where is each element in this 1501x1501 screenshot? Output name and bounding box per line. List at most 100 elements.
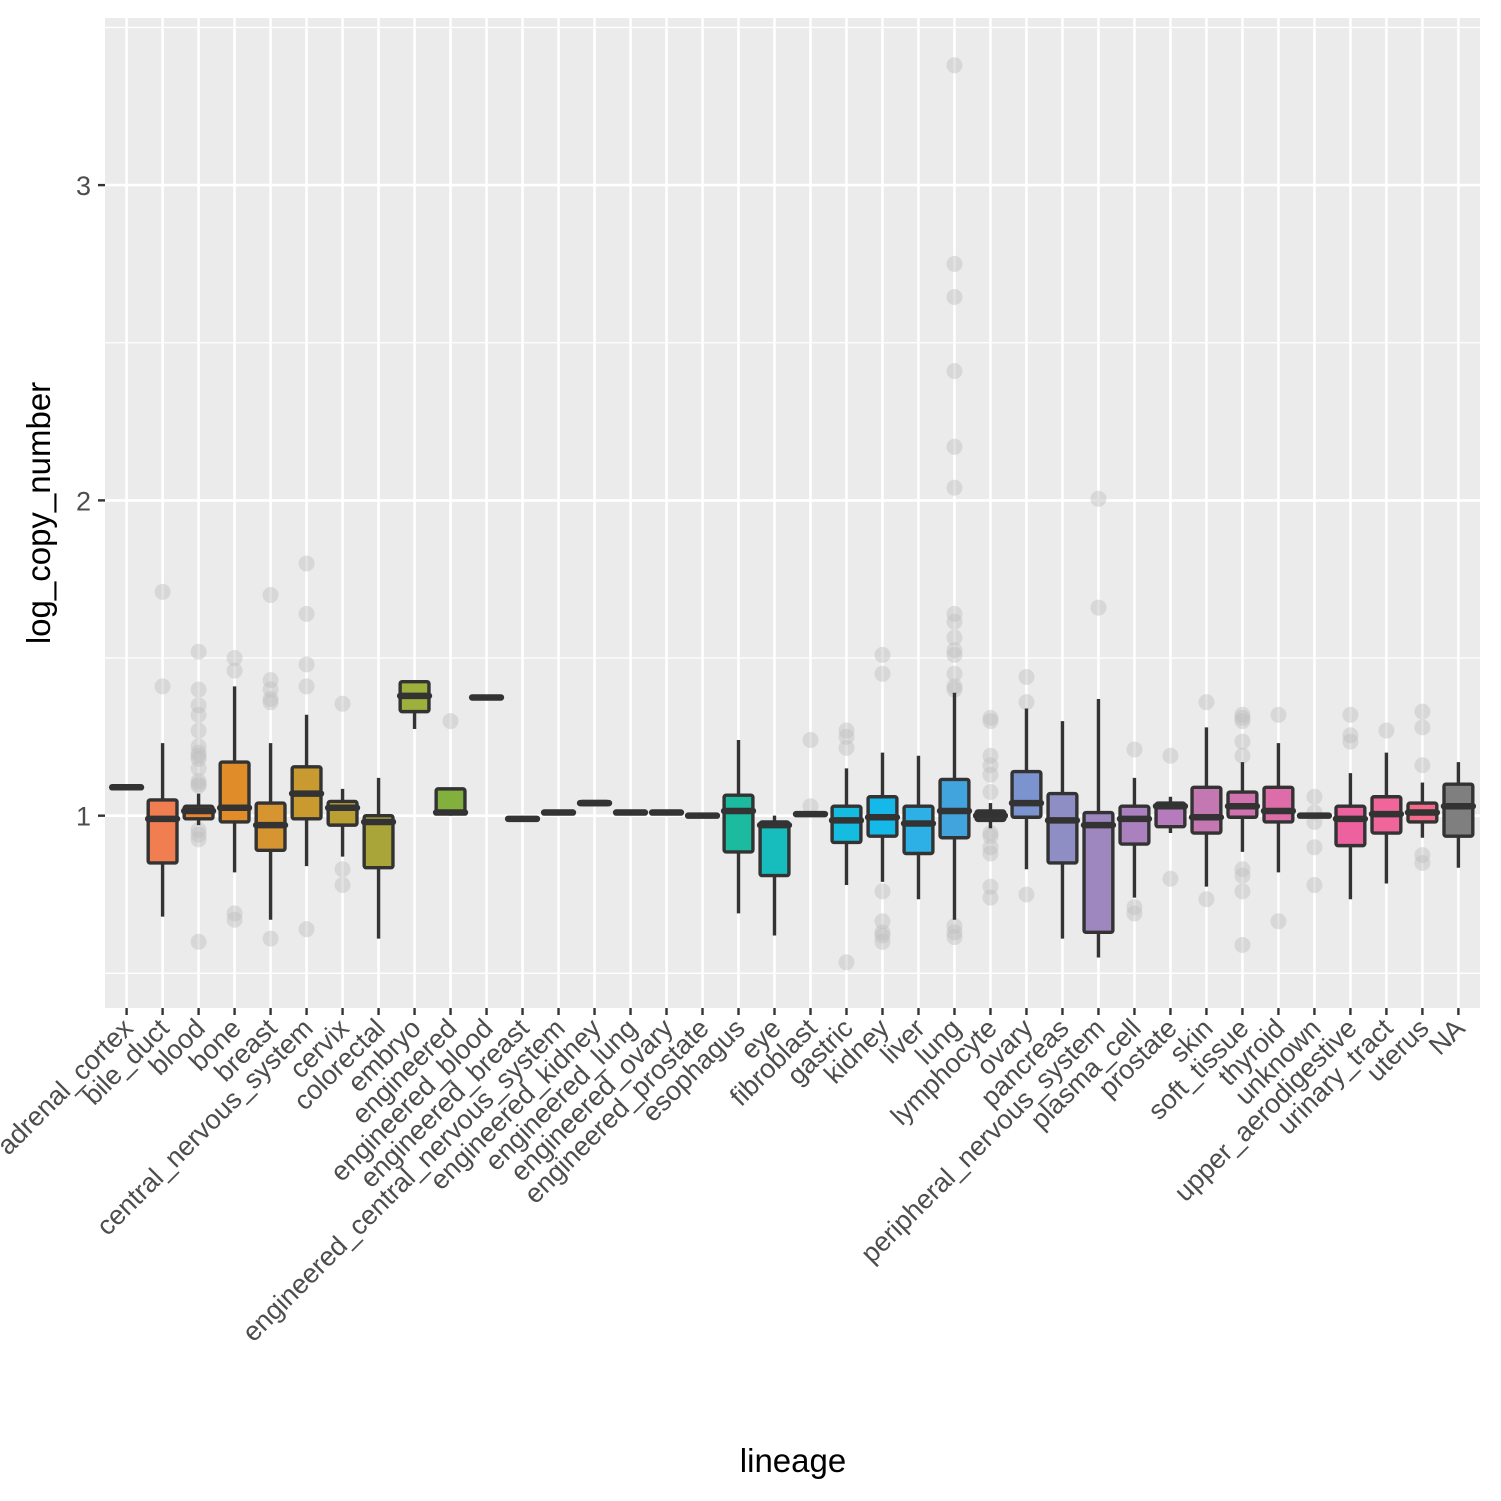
outlier-point [946,255,963,272]
box-iqr [1118,804,1151,846]
outlier-point [874,927,891,944]
outlier-point [982,889,999,906]
outlier-point [1306,788,1323,805]
outlier-point [298,555,315,572]
outlier-point [262,694,279,711]
y-axis-title: log_copy_number [20,382,57,644]
outlier-point [946,665,963,682]
outlier-point [874,646,891,663]
box-iqr [758,820,791,878]
box-iqr [362,813,395,870]
box-pancreas [1044,721,1081,939]
outlier-point [838,722,855,739]
box-central_nervous_system [288,714,325,867]
box-upper_aerodigestive [1332,773,1369,900]
outlier-point [154,678,171,695]
box-bile_duct [144,743,181,917]
box-esophagus [720,740,757,914]
outlier-point [946,929,963,946]
outlier-point [1126,905,1143,922]
box-kidney [864,752,901,882]
box-cervix [324,788,361,857]
outlier-point [190,706,207,723]
outlier-point [1234,733,1251,750]
outlier-point [190,777,207,794]
box-plasma_cell [1116,777,1153,898]
outlier-point [946,363,963,380]
outlier-point [946,646,963,663]
outlier-point [442,713,459,730]
outlier-point [946,924,963,941]
outlier-point [874,913,891,930]
outlier-point [838,954,855,971]
box-prostate [1152,796,1189,834]
box-uterus [1404,782,1441,838]
box-iqr [218,760,251,824]
box-thyroid [1260,743,1297,873]
box-engineered [432,787,469,816]
outlier-point [190,760,207,777]
outlier-point [1234,709,1251,726]
outlier-point [1234,936,1251,953]
outlier-point [982,757,999,774]
outlier-point [982,709,999,726]
outlier-point [262,672,279,689]
y-tick-label: 1 [76,802,91,832]
x-tick-label: NA [1423,1013,1471,1061]
outlier-point [226,911,243,928]
y-tick-label: 2 [76,486,91,516]
box-peripheral_nervous_system [1080,699,1117,958]
box-blood [180,793,217,826]
outlier-point [334,695,351,712]
outlier-point [1414,854,1431,871]
outlier-point [946,605,963,622]
box-lymphocyte [972,803,1009,829]
outlier-point [1090,490,1107,507]
box-iqr [902,804,935,856]
outlier-point [946,289,963,306]
outlier-point [1018,886,1035,903]
outlier-point [1270,706,1287,723]
outlier-point [1414,719,1431,736]
outlier-point [982,845,999,862]
box-iqr [1010,769,1043,819]
box-eye [756,815,793,936]
outlier-point [802,732,819,749]
plot-panel [105,18,1480,1008]
outlier-point [298,656,315,673]
outlier-point [298,678,315,695]
outlier-point [1198,694,1215,711]
outlier-point [1414,757,1431,774]
box-NA [1440,762,1477,868]
outlier-point [982,828,999,845]
box-skin [1188,727,1225,887]
box-iqr [434,787,467,815]
y-tick-label: 3 [76,171,91,201]
outlier-point [946,613,963,630]
outlier-point [838,739,855,756]
outlier-point [1234,883,1251,900]
outlier-point [1270,913,1287,930]
outlier-point [1018,694,1035,711]
box-colorectal [360,777,397,939]
outlier-point [298,605,315,622]
outlier-point [946,438,963,455]
outlier-point [1342,706,1359,723]
outlier-point [262,930,279,947]
box-iqr [1190,785,1223,835]
box-soft_tissue [1224,762,1261,852]
outlier-point [190,750,207,767]
outlier-point [298,921,315,938]
outlier-point [226,650,243,667]
outlier-point [982,825,999,842]
outlier-point [1306,877,1323,894]
outlier-point [190,738,207,755]
box-embryo [396,679,433,729]
outlier-point [946,678,963,695]
outlier-point [982,784,999,801]
outlier-point [1306,839,1323,856]
outlier-point [1090,599,1107,616]
outlier-point [1414,703,1431,720]
box-bone [216,686,253,873]
